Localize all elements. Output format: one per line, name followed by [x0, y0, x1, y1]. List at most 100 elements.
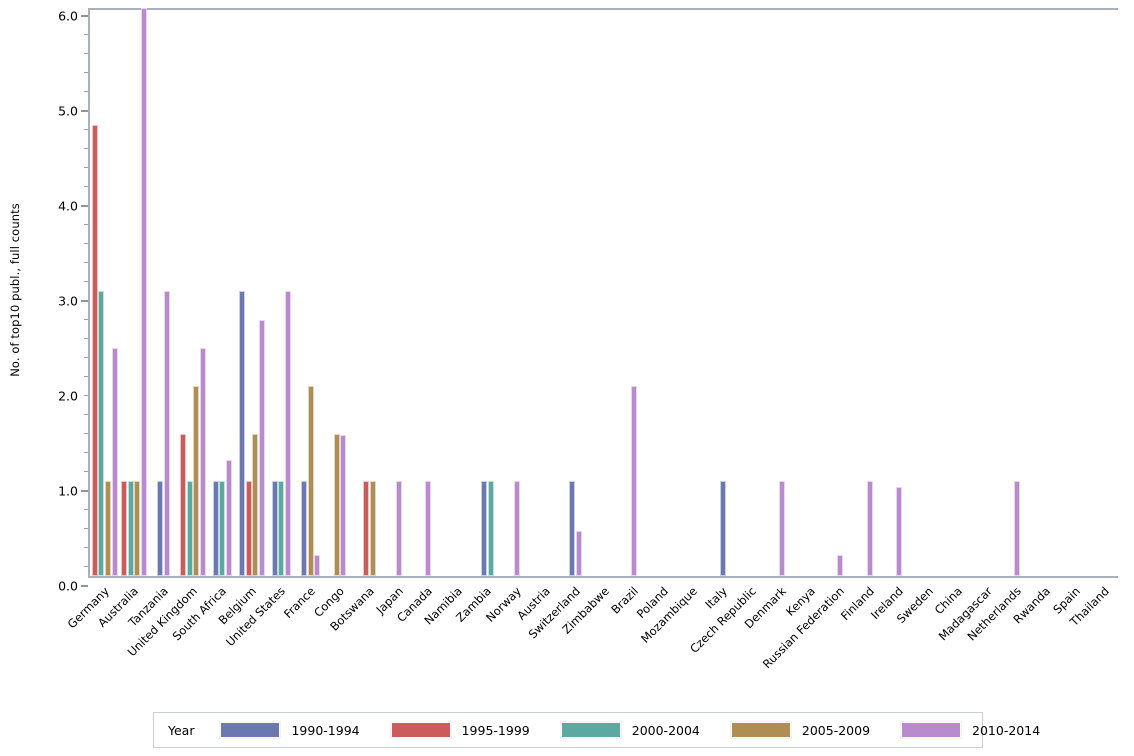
y-tick-major [81, 110, 88, 112]
legend-label: 2010-2014 [972, 722, 1041, 738]
plot-area [90, 7, 1118, 576]
x-axis-labels: Germany Australia Tanzania United Kingdom So… [64, 580, 1118, 688]
y-tick-minor [84, 433, 88, 434]
y-tick-minor [84, 528, 88, 529]
bar [513, 481, 520, 576]
legend-label: 1990-1994 [291, 722, 360, 738]
bar [396, 481, 402, 576]
bar [199, 348, 206, 576]
y-tick-label: 5.0 [58, 103, 78, 119]
legend-entry[interactable]: 1990-1994 [220, 722, 360, 738]
y-tick-major [81, 15, 88, 17]
y-tick-minor [84, 224, 88, 225]
y-tick-minor [84, 376, 88, 377]
legend-swatch [730, 722, 791, 738]
y-tick-minor [84, 566, 88, 567]
bar [111, 348, 118, 576]
y-tick-major [81, 300, 88, 302]
y-tick-minor [84, 547, 88, 548]
bar [363, 481, 370, 576]
legend-swatch [220, 722, 281, 738]
y-tick-label: 0.0 [58, 578, 78, 594]
bar [121, 481, 128, 576]
legend-entry[interactable]: 1995-1999 [390, 722, 530, 738]
bar [180, 433, 187, 576]
bar [212, 481, 219, 576]
bar [105, 481, 111, 576]
y-tick-minor [84, 186, 88, 187]
legend-label: 2000-2004 [631, 722, 700, 738]
bar [141, 7, 148, 576]
bar [1014, 481, 1020, 576]
legend-swatch [390, 722, 451, 738]
bar [271, 481, 278, 576]
y-tick-major [81, 490, 88, 492]
bar [226, 460, 233, 576]
bar [219, 481, 226, 576]
bar [719, 481, 726, 576]
legend-entry[interactable]: 2000-2004 [560, 722, 700, 738]
y-tick-minor [84, 148, 88, 149]
bar [238, 291, 245, 576]
bar [837, 555, 844, 576]
bar [425, 481, 432, 576]
y-tick-minor [84, 53, 88, 54]
bar [487, 481, 494, 576]
bar [98, 291, 105, 576]
legend-entry[interactable]: 2005-2009 [730, 722, 871, 738]
y-tick-minor [84, 357, 88, 358]
bar [866, 481, 873, 576]
bar [134, 481, 141, 576]
y-tick-minor [84, 167, 88, 168]
y-tick-minor [84, 129, 88, 130]
legend-entry[interactable]: 2010-2014 [901, 722, 1040, 738]
bar [778, 481, 785, 576]
bar [575, 531, 582, 576]
legend-entries: 1990-1994 1995-1999 2000-2004 2005-2009 2010… [220, 722, 1071, 738]
bar [127, 481, 134, 576]
bar [258, 319, 265, 576]
y-tick-minor [84, 72, 88, 73]
y-tick-minor [84, 471, 88, 472]
y-tick-label: 2.0 [58, 388, 78, 404]
legend-label: 2005-2009 [801, 722, 871, 738]
y-tick-label: 4.0 [58, 198, 78, 214]
bar [157, 481, 164, 576]
bar [369, 481, 376, 576]
y-tick-minor [84, 243, 88, 244]
legend-title: Year [168, 722, 195, 738]
y-tick-minor [84, 34, 88, 35]
bar [186, 481, 193, 576]
legend-swatch [560, 722, 621, 738]
y-tick-minor [84, 91, 88, 92]
y-tick-major [81, 585, 88, 587]
bar [631, 386, 638, 576]
bar [284, 291, 291, 576]
legend-label: 1995-1999 [461, 722, 530, 738]
y-tick-label: 1.0 [58, 483, 78, 499]
y-tick-minor [84, 414, 88, 415]
y-tick-minor [84, 281, 88, 282]
bar [193, 386, 200, 576]
y-tick-minor [84, 452, 88, 453]
y-axis: 0.0 1.0 2.0 3.0 4.0 5.0 6.0 [0, 8, 88, 594]
y-tick-label: 3.0 [58, 293, 78, 309]
y-tick-minor [84, 338, 88, 339]
bar [252, 433, 259, 576]
plot-frame [88, 7, 1118, 578]
y-tick-minor [84, 319, 88, 320]
bar [480, 481, 487, 576]
bar [314, 555, 321, 576]
chart-legend: Year 1990-1994 1995-1999 2000-2004 2005-200… [153, 712, 1040, 748]
bar [340, 435, 347, 576]
bar [307, 386, 314, 576]
bar [896, 486, 903, 576]
bar [569, 481, 576, 576]
y-tick-minor [84, 509, 88, 510]
y-tick-minor [84, 395, 88, 396]
bar [91, 124, 98, 576]
bar [301, 481, 308, 576]
y-tick-minor [84, 262, 88, 263]
bar [333, 433, 340, 576]
